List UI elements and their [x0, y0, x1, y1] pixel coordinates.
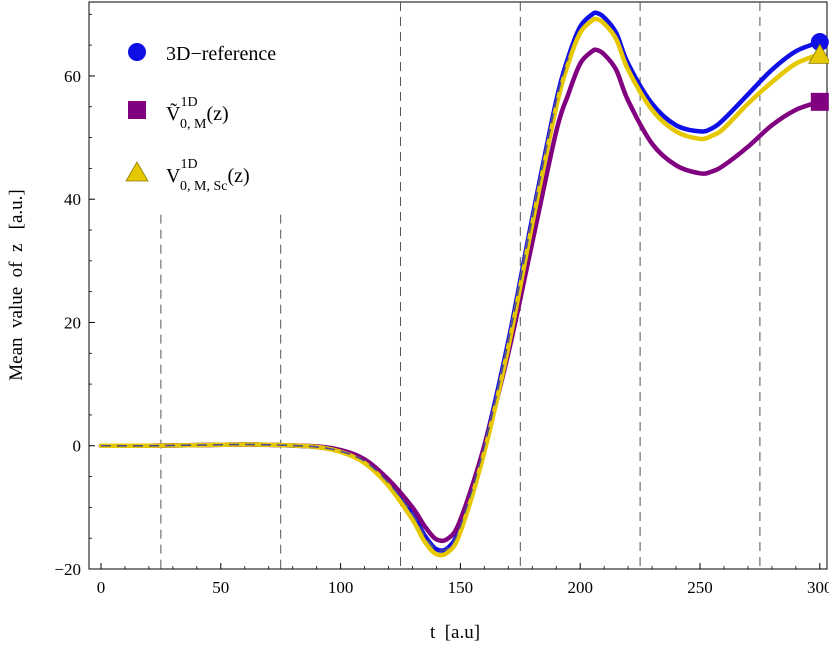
- series-line-triangle: [98, 16, 823, 558]
- legend-marker-circle: [128, 43, 146, 61]
- y-tick-label: 60: [64, 67, 81, 86]
- legend: 3D−reference Ṽ1D 0, M(z) V1D 0, M, Sc(z): [125, 43, 276, 194]
- y-tick-label: −20: [54, 560, 81, 579]
- plot-frame: [88, 1, 828, 570]
- legend-label: V1D 0, M, Sc(z): [166, 157, 250, 194]
- x-tick-label: 250: [687, 578, 713, 597]
- reference-dashed-overlay: [100, 57, 569, 552]
- y-tick-label: 20: [64, 313, 81, 332]
- legend-marker-square: [128, 101, 146, 119]
- y-tick-label: 0: [73, 437, 82, 456]
- x-axis-label: t [a.u]: [430, 622, 480, 643]
- end-marker-circle: [810, 33, 829, 52]
- y-axis-label: Mean value of z [a.u.]: [6, 189, 27, 381]
- x-tick-label: 50: [212, 578, 229, 597]
- x-tick-label: 100: [328, 578, 354, 597]
- series-line-circle: [98, 10, 823, 553]
- legend-label: 3D−reference: [166, 43, 276, 65]
- x-tick-label: 0: [97, 578, 106, 597]
- y-tick-label: 40: [64, 190, 81, 209]
- x-tick-label: 300: [807, 578, 829, 597]
- end-marker-triangle: [808, 43, 829, 64]
- legend-marker-triangle: [125, 161, 149, 182]
- end-marker-square: [810, 92, 829, 111]
- legend-label: Ṽ1D 0, M(z): [166, 95, 229, 132]
- x-tick-label: 150: [448, 578, 474, 597]
- x-tick-label: 200: [567, 578, 593, 597]
